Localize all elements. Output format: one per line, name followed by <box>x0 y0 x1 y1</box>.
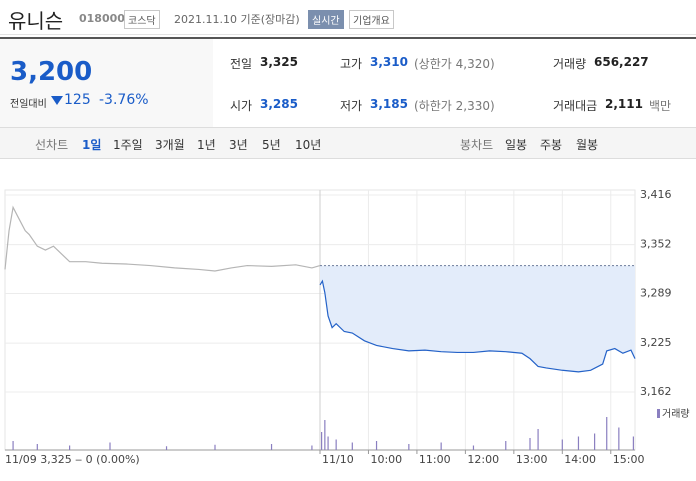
stat-value: 3,325 <box>260 55 298 69</box>
candle-tab[interactable]: 일봉 <box>505 138 528 152</box>
stat-value: 3,185 <box>370 97 408 111</box>
stat-extra: (상한가 4,320) <box>414 57 495 71</box>
volume-bar <box>529 438 531 450</box>
period-tab[interactable]: 3년 <box>229 138 248 152</box>
x-tick-label: 15:00 <box>613 453 645 466</box>
stat-label: 거래량 <box>553 57 587 71</box>
market-tag: 코스닥 <box>124 10 160 29</box>
candle-tab[interactable]: 월봉 <box>576 138 599 152</box>
volume-bar <box>561 439 563 450</box>
volume-bar <box>351 442 353 450</box>
price-line <box>4 205 321 272</box>
volume-bar <box>109 442 111 450</box>
volume-bar <box>618 427 620 450</box>
tab-label: 봉차트 <box>460 138 494 152</box>
chart: 3,416 3,352 3,289 3,225 3,162 11/10 10:00 11:00… <box>4 188 690 466</box>
volume-bar <box>606 417 608 450</box>
current-price: 3,200 <box>10 57 93 87</box>
stat-label: 거래대금 <box>553 99 598 113</box>
volume-bar <box>472 445 475 450</box>
stat-label: 고가 <box>340 57 363 71</box>
volume-bar <box>327 436 329 450</box>
period-tab[interactable]: 1년 <box>197 138 216 152</box>
period-tab[interactable]: 10년 <box>295 138 322 152</box>
stat-extra: (하한가 2,330) <box>414 99 495 113</box>
stat-value: 3,310 <box>370 55 408 69</box>
period-tab[interactable]: 3개월 <box>155 138 185 152</box>
down-arrow <box>51 96 63 105</box>
volume-bar <box>408 444 410 450</box>
stock-code: 018000 <box>79 12 125 25</box>
period-tab[interactable]: 1주일 <box>113 138 143 152</box>
y-tick-label: 3,225 <box>640 336 672 349</box>
change: 125 <box>64 92 91 108</box>
volume-bar <box>577 436 580 450</box>
volume-bar <box>311 445 313 450</box>
tab-label: 선차트 <box>35 138 69 152</box>
stat-label: 시가 <box>230 99 253 113</box>
volume-bar <box>632 436 634 450</box>
volume-bar <box>505 441 507 450</box>
change-label: 전일대비 <box>10 99 47 110</box>
volume-bar <box>335 439 337 450</box>
candle-tab[interactable]: 주봉 <box>540 138 563 152</box>
volume-bar <box>440 442 442 450</box>
x-tick-label: 11:00 <box>419 453 451 466</box>
x-tick-label: 12:00 <box>467 453 499 466</box>
x-tick-label: 13:00 <box>516 453 548 466</box>
volume-bar <box>321 432 323 450</box>
volume-bar <box>324 420 326 450</box>
volume-legend: 거래량 <box>662 408 690 420</box>
period-tab[interactable]: 1일 <box>82 138 102 152</box>
y-tick-label: 3,162 <box>640 385 672 398</box>
period-tabs: 선차트 1일 1주일 3개월 1년 3년 5년 10년 봉차트 일봉 주봉 월봉 <box>0 127 696 159</box>
volume-bar <box>270 444 273 450</box>
stat-value: 3,285 <box>260 97 298 111</box>
stock-name: 유니슨 <box>8 9 64 33</box>
stat-extra: 백만 <box>649 99 672 113</box>
y-tick-label: 3,416 <box>640 188 672 201</box>
period-tab[interactable]: 5년 <box>262 138 281 152</box>
x-tick-label: 10:00 <box>370 453 402 466</box>
company-info-button[interactable]: 기업개요 <box>349 10 394 29</box>
stat-value: 2,111 <box>605 97 643 111</box>
stat-label: 저가 <box>340 99 363 113</box>
stats-table: 전일 3,325 고가 3,310 (상한가 4,320) 거래량 656,227 시가 3,2… <box>213 37 696 127</box>
change-percent: -3.76% <box>99 92 149 108</box>
volume-bar <box>375 441 378 450</box>
y-tick-label: 3,352 <box>640 238 672 251</box>
x-tick-label: 11/10 <box>322 453 354 466</box>
volume-bar <box>537 429 539 450</box>
price-box: 3,200 전일대비 125 -3.76% <box>0 37 213 127</box>
date: 2021.11.10 기준(장마감) <box>174 13 300 26</box>
y-tick-label: 3,289 <box>640 287 672 300</box>
volume-bar <box>214 444 216 450</box>
volume-bar <box>165 446 168 450</box>
stat-label: 전일 <box>230 57 253 71</box>
prev-day-label: 11/09 3,325 ‒ 0 (0.00%) <box>5 453 140 466</box>
volume-bar <box>594 433 596 450</box>
volume-bar <box>12 441 14 450</box>
realtime-button[interactable]: 실시간 <box>308 10 344 29</box>
x-tick-label: 14:00 <box>564 453 596 466</box>
volume-bar <box>69 445 71 450</box>
header: 유니슨 018000 코스닥 2021.11.10 기준(장마감) 실시간 기업… <box>0 0 696 35</box>
volume-legend-swatch <box>657 409 660 418</box>
baseline-area <box>320 265 635 372</box>
volume-bar <box>36 444 38 450</box>
stat-value: 656,227 <box>594 55 649 69</box>
price-line <box>319 279 636 373</box>
